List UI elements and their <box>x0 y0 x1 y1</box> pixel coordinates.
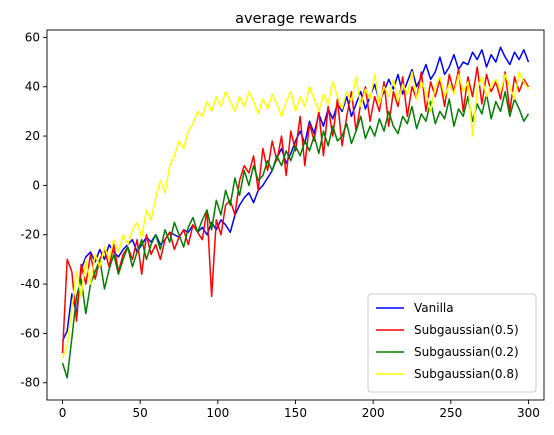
y-tick-label: -80 <box>20 376 40 390</box>
y-axis: -80 -60 -40 -20 0 20 40 60 <box>20 30 47 390</box>
y-tick-label: 40 <box>25 80 40 94</box>
legend-label-4: Subgaussian(0.8) <box>414 367 519 381</box>
x-tick-label: 50 <box>133 406 148 420</box>
legend-label-1: Vanilla <box>414 301 454 315</box>
x-tick-label: 0 <box>59 406 67 420</box>
series-line-1 <box>61 46 530 342</box>
x-tick-label: 300 <box>517 406 540 420</box>
legend-label-3: Subgaussian(0.2) <box>414 345 519 359</box>
series-line-2 <box>61 66 530 354</box>
x-tick-label: 250 <box>439 406 462 420</box>
y-tick-label: -40 <box>20 277 40 291</box>
y-tick-label: 20 <box>25 129 40 143</box>
y-tick-label: -60 <box>20 326 40 340</box>
chart-title: average rewards <box>235 11 357 27</box>
series-layer <box>61 46 530 379</box>
x-axis: 0 50 100 150 200 250 300 <box>59 400 540 420</box>
x-tick-label: 150 <box>284 406 307 420</box>
y-tick-label: -20 <box>20 228 40 242</box>
x-tick-label: 200 <box>362 406 385 420</box>
legend-label-2: Subgaussian(0.5) <box>414 323 519 337</box>
series-line-4 <box>61 71 530 359</box>
y-tick-label: 0 <box>32 178 40 192</box>
legend-box <box>367 293 537 393</box>
y-tick-label: 60 <box>25 30 40 44</box>
series-line-3 <box>61 90 530 379</box>
x-tick-label: 100 <box>206 406 229 420</box>
legend: Vanilla Subgaussian(0.5) Subgaussian(0.2) S… <box>367 293 537 393</box>
